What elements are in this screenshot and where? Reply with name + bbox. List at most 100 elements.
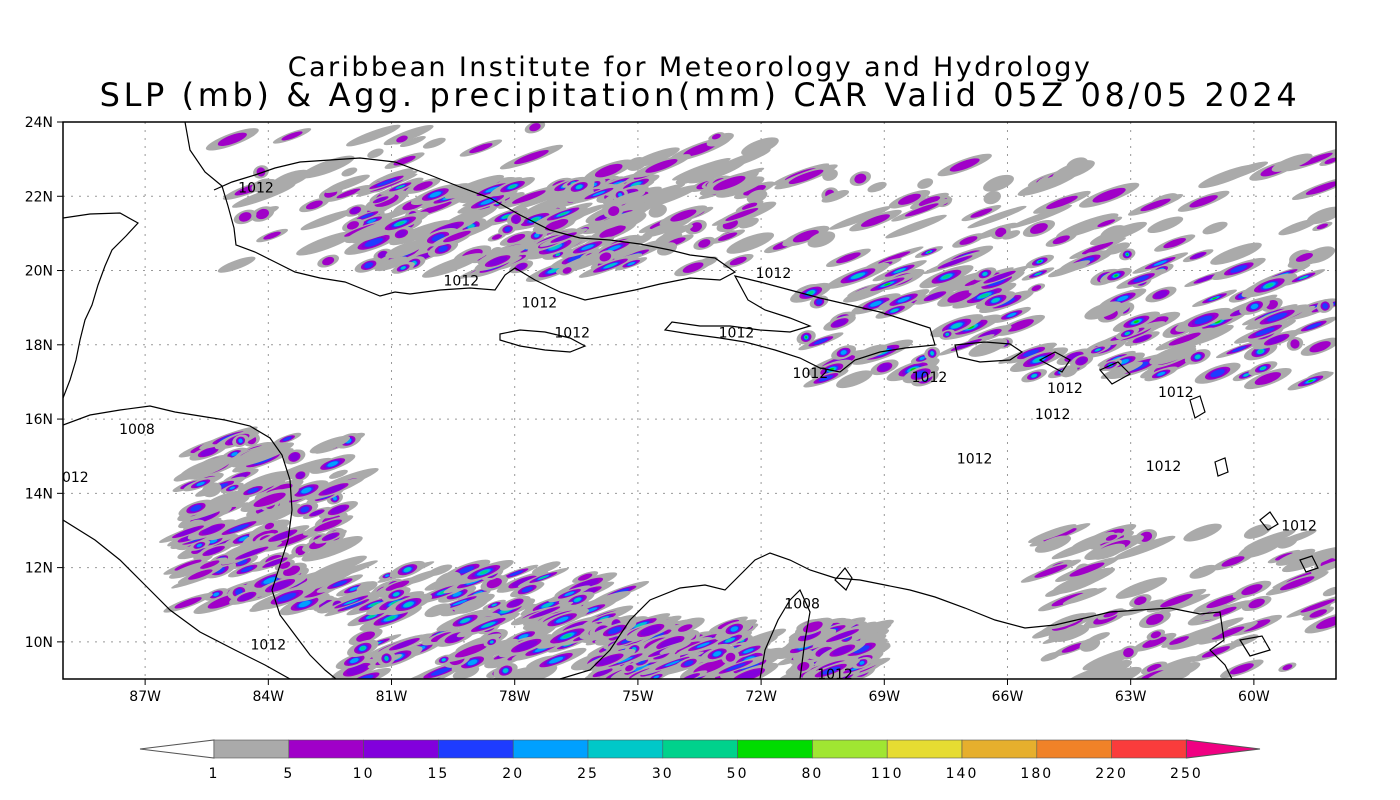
precip-cell — [698, 239, 711, 248]
precip-cell — [222, 540, 266, 558]
isobar-label: 012 — [62, 470, 89, 486]
lon-tick-label: 81W — [376, 689, 408, 705]
precip-cell — [397, 185, 403, 189]
precip-cell — [599, 252, 612, 262]
precip-cell — [231, 452, 238, 456]
precip-cell — [600, 616, 608, 620]
legend-swatch — [512, 739, 589, 759]
legend-label: 220 — [1095, 766, 1128, 782]
precip-cell — [454, 597, 489, 614]
precip-cell — [196, 543, 202, 548]
precip-cell — [1243, 373, 1249, 377]
precip-cell — [459, 566, 474, 574]
precip-cell — [205, 547, 223, 555]
precip-cell — [376, 178, 397, 187]
precip-cell — [330, 505, 347, 514]
precip-cell — [322, 256, 335, 266]
precip-cell — [563, 633, 572, 638]
lon-tick-label: 84W — [252, 689, 284, 705]
precip-cell — [201, 524, 222, 535]
precip-cell — [516, 263, 527, 271]
precip-cell — [946, 333, 949, 336]
legend-swatch — [363, 739, 439, 759]
precip-cell — [385, 240, 425, 259]
precip-field — [158, 122, 1336, 679]
precip-cell — [264, 522, 275, 530]
precip-cell — [511, 577, 534, 587]
precip-cell — [854, 173, 867, 184]
precip-cell — [356, 631, 375, 642]
precip-cell — [995, 227, 1007, 237]
precip-cell — [1195, 354, 1201, 359]
precip-cell — [276, 533, 310, 547]
precip-cell — [300, 506, 309, 513]
precip-cell — [1092, 187, 1126, 203]
lon-tick-label: 66W — [992, 689, 1024, 705]
precip-cell — [970, 208, 993, 218]
lat-tick-label: 14N — [25, 486, 53, 502]
precip-cell — [738, 217, 759, 229]
precip-cell — [341, 167, 358, 177]
legend-swatch — [213, 739, 290, 759]
precip-cell — [364, 237, 384, 247]
precip-cell — [614, 245, 643, 258]
precip-cell — [1119, 359, 1129, 365]
precip-cell — [190, 504, 202, 512]
precip-cell — [187, 569, 213, 580]
precip-cell — [1290, 339, 1300, 349]
precip-cell — [1212, 297, 1217, 300]
precip-cell — [743, 185, 766, 196]
precip-cell — [247, 487, 259, 494]
precip-cell — [741, 202, 758, 210]
precip-cell — [1267, 335, 1287, 345]
precip-cell — [1163, 237, 1187, 249]
legend-swatch — [961, 739, 1038, 759]
precip-cell — [430, 667, 451, 676]
precip-cell — [586, 209, 647, 233]
precip-cell — [870, 300, 882, 307]
precip-cell — [604, 263, 616, 268]
precip-cell — [1322, 303, 1328, 309]
legend-label: 25 — [577, 766, 599, 782]
precip-cell — [992, 298, 1000, 303]
precip-cell — [305, 200, 323, 210]
precip-cell — [196, 481, 205, 486]
legend-label: 15 — [427, 766, 449, 782]
precip-cell — [346, 124, 401, 147]
precip-cell — [385, 574, 389, 577]
precip-cell — [296, 472, 305, 479]
precip-cell — [271, 531, 294, 541]
precip-cell — [1007, 312, 1017, 318]
precip-cell — [282, 436, 292, 441]
legend-label: 5 — [283, 766, 294, 782]
lon-tick-label: 60W — [1238, 689, 1270, 705]
precip-cell — [1191, 252, 1205, 259]
precip-cell — [891, 308, 898, 313]
precip-cell — [1308, 379, 1313, 383]
precip-cell — [607, 245, 621, 251]
precip-cell — [860, 214, 890, 227]
precip-cell — [1295, 253, 1313, 262]
precip-cell — [238, 212, 252, 222]
precip-cell — [217, 132, 247, 146]
precip-cell — [370, 602, 378, 607]
legend-high-arrow — [1185, 739, 1261, 759]
precip-cell — [1316, 223, 1328, 230]
precip-cell — [1258, 349, 1263, 354]
precip-cell — [1168, 332, 1201, 346]
lon-tick-label: 69W — [868, 689, 900, 705]
precip-cell — [562, 267, 572, 274]
precip-cell — [687, 159, 747, 184]
precip-cell — [1147, 216, 1184, 234]
isobar-label: 1012 — [719, 325, 755, 341]
precip-cell — [364, 262, 374, 269]
precip-cell — [1157, 371, 1166, 376]
lat-tick-label: 12N — [25, 561, 53, 577]
precip-cell — [856, 344, 888, 360]
precip-cell — [1198, 164, 1256, 189]
isobar-label: 1012 — [1035, 407, 1071, 423]
legend-swatch — [886, 739, 963, 759]
precip-cell — [1153, 260, 1167, 266]
precip-cell — [1231, 346, 1247, 353]
precip-cell — [482, 666, 538, 679]
